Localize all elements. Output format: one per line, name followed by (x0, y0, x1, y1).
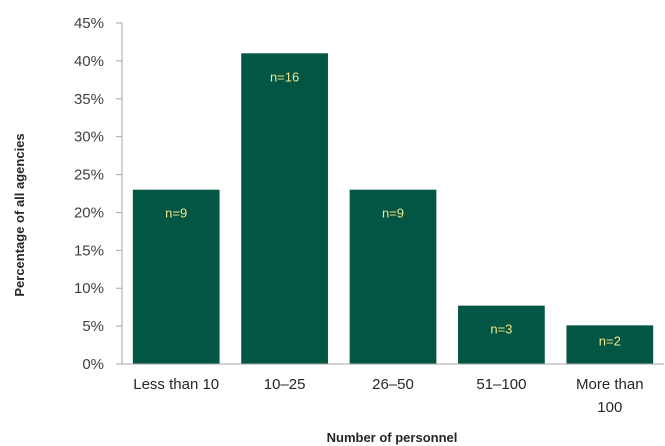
x-category-label: Less than 10 (133, 376, 219, 393)
data-label: n=9 (382, 206, 404, 221)
data-label: n=3 (490, 322, 512, 337)
x-axis-title: Number of personnel (327, 430, 458, 445)
data-labels: n=9 n=16 n=9 n=3 n=2 (165, 69, 621, 348)
y-axis-ticks: 0% 5% 10% 15% 20% 25% 30% 35% 40% 45% (74, 15, 122, 373)
y-tick-label: 5% (82, 318, 104, 335)
bar (132, 189, 220, 364)
y-tick-label: 0% (82, 356, 104, 373)
y-tick-label: 10% (74, 280, 104, 297)
y-tick-label: 45% (74, 15, 104, 32)
x-category-label: 51–100 (476, 376, 526, 393)
y-tick-label: 40% (74, 53, 104, 70)
data-label: n=16 (270, 69, 299, 84)
bar (241, 53, 328, 365)
y-tick-label: 25% (74, 167, 104, 184)
x-axis-category-labels: Less than 10 10–25 26–50 51–100 More than 100 (133, 376, 643, 416)
data-label: n=9 (165, 206, 187, 221)
bar (349, 189, 437, 364)
x-category-label: 26–50 (372, 376, 414, 393)
x-category-label: 10–25 (264, 376, 306, 393)
bars (132, 53, 654, 365)
y-tick-label: 20% (74, 204, 104, 221)
bar (566, 325, 654, 364)
x-category-label: 100 (597, 399, 622, 416)
y-tick-label: 30% (74, 129, 104, 146)
y-tick-label: 35% (74, 91, 104, 108)
data-label: n=2 (599, 333, 621, 348)
x-category-label: More than (576, 376, 644, 393)
bar (458, 305, 545, 364)
y-axis-title: Percentage of all agencies (12, 133, 27, 296)
y-tick-label: 15% (74, 242, 104, 259)
